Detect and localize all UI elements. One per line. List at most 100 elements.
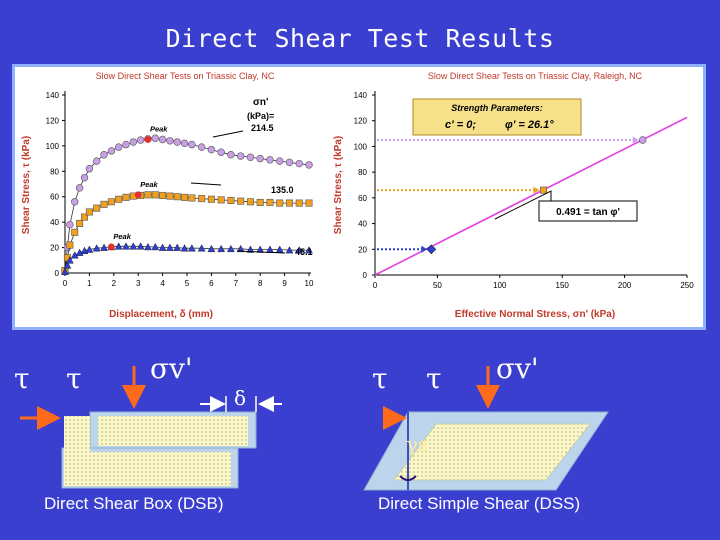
chart1-point xyxy=(81,213,89,221)
chart1-point xyxy=(122,242,130,250)
dss-sigma-label: σv' xyxy=(496,352,539,385)
chart1-point xyxy=(75,248,84,256)
chart1-point xyxy=(295,246,304,254)
chart2-x-tick-label: 100 xyxy=(493,281,507,290)
chart1-point xyxy=(166,137,174,145)
chart2-y-tick-label: 100 xyxy=(354,142,368,151)
chart2-guide-arrowhead xyxy=(421,245,428,253)
chart1-point xyxy=(136,242,145,250)
chart2-x-label: Effective Normal Stress, σn' (kPa) xyxy=(455,309,615,320)
chart1-x-tick-label: 10 xyxy=(305,279,314,288)
chart1-point xyxy=(181,193,189,201)
dsb-caption: Direct Shear Box (DSB) xyxy=(44,494,224,513)
chart1-x-tick-label: 8 xyxy=(258,279,263,288)
chart1-point xyxy=(173,243,182,251)
chart1-point xyxy=(92,244,101,252)
chart1-point xyxy=(295,159,303,168)
chart1-point xyxy=(173,193,181,201)
chart1-point xyxy=(207,145,216,154)
chart1-point xyxy=(158,135,167,144)
chart1-point xyxy=(187,244,196,252)
chart1-point xyxy=(166,243,174,251)
chart1-point xyxy=(305,199,313,207)
chart1-point xyxy=(246,153,255,162)
chart1-point xyxy=(276,199,284,207)
chart1-point xyxy=(151,134,159,142)
chart1-peak-label: Peak xyxy=(113,232,131,241)
chart1-point xyxy=(114,143,123,151)
dsb-tau-right: τ xyxy=(66,362,82,395)
chart1-point xyxy=(256,154,264,163)
chart1-x-tick-label: 9 xyxy=(282,279,287,288)
chart1-point xyxy=(151,242,160,251)
chart1-point xyxy=(93,204,101,212)
dss-gamma-arc xyxy=(399,475,417,481)
chart1-peak-marker xyxy=(134,191,142,199)
chart1-point xyxy=(76,219,84,227)
chart1-point xyxy=(71,198,79,206)
chart1-point xyxy=(188,140,196,149)
dss-diagram xyxy=(363,366,609,491)
chart1-point xyxy=(122,140,130,149)
chart2-strength-phi: φ' = 26.1° xyxy=(505,119,554,131)
chart1-series-header-unit: (kPa)= xyxy=(247,111,274,121)
chart2-title: Slow Direct Shear Tests on Triassic Clay… xyxy=(428,71,643,81)
chart2-x-tick-label: 150 xyxy=(556,281,570,290)
dss-gamma-label: γs xyxy=(406,432,429,456)
chart1-point xyxy=(85,165,94,173)
chart1-point xyxy=(207,195,215,203)
chart1-point xyxy=(63,261,72,269)
chart1-point xyxy=(100,243,108,251)
chart1-peak-marker xyxy=(144,136,152,143)
dsb-soil-left xyxy=(64,416,90,486)
chart2-guide-arrowhead xyxy=(632,136,639,144)
chart1-peak-label: Peak xyxy=(150,125,168,134)
chart2-x-tick-label: 50 xyxy=(433,281,442,290)
chart2-y-tick-label: 80 xyxy=(358,168,367,177)
chart1-point xyxy=(197,143,206,151)
dsb-tau-left: τ xyxy=(14,362,30,395)
chart1-point xyxy=(246,245,255,253)
chart1-label-arrow xyxy=(190,182,222,186)
chart1-x-tick-label: 7 xyxy=(234,279,239,288)
chart1-point xyxy=(115,195,123,203)
chart1-series-label: 135.0 xyxy=(271,185,294,195)
chart1-point xyxy=(75,184,84,192)
dsb-diagram xyxy=(20,366,282,489)
chart1-x-tick-label: 2 xyxy=(112,279,117,288)
chart2-y-tick-label: 40 xyxy=(358,220,367,229)
chart1-point xyxy=(71,228,79,236)
chart1-point xyxy=(236,152,245,160)
chart1-point xyxy=(100,200,108,208)
chart1-point xyxy=(207,244,216,253)
chart2-point xyxy=(638,136,647,144)
dsb-delta-label: δ xyxy=(234,386,247,410)
chart1-point xyxy=(122,193,130,201)
chart1-point xyxy=(305,246,313,254)
chart2-y-tick-label: 140 xyxy=(354,91,368,100)
chart1-point xyxy=(197,244,206,252)
dsb-upper-soil xyxy=(98,416,248,446)
chart2-strength-title: Strength Parameters: xyxy=(451,103,543,113)
chart1-point xyxy=(85,208,93,216)
chart1-point xyxy=(276,157,284,165)
chart1-point xyxy=(129,138,138,146)
chart2-strength-c: c' = 0; xyxy=(445,119,476,131)
chart1-point xyxy=(227,197,235,205)
charts-svg: 0 20 40 60 80 100 120 140 0 1 2 3 4 5 6 7 8 9 10 Slow Direc… xyxy=(21,71,694,320)
chart1-point xyxy=(93,157,101,165)
chart1-point xyxy=(107,147,116,155)
chart1-peak-marker xyxy=(107,243,115,251)
chart1-series-label: 45.1 xyxy=(295,247,313,257)
chart2-y-label: Shear Stress, τ (kPa) xyxy=(333,136,344,234)
dsb-sigma-label: σv' xyxy=(150,352,193,385)
chart1-point xyxy=(173,138,181,146)
chart1-point xyxy=(227,244,235,253)
chart1-y-tick-label: 140 xyxy=(46,91,60,100)
chart1-point xyxy=(198,195,206,203)
chart1-title: Slow Direct Shear Tests on Triassic Clay… xyxy=(96,71,275,81)
chart1-point xyxy=(217,244,226,253)
chart1-point xyxy=(237,197,245,205)
chart1-point xyxy=(266,156,274,164)
chart1-point xyxy=(266,198,274,206)
